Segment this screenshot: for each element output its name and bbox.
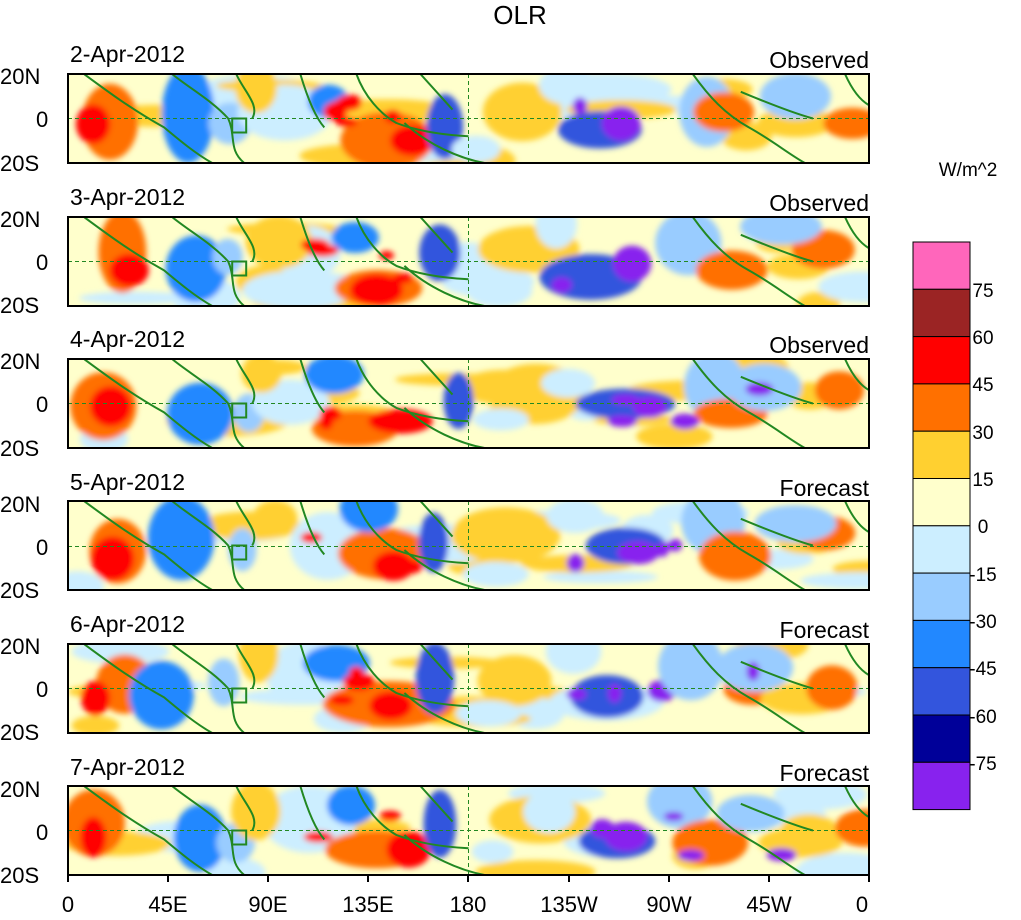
lat-label-eq: 0 xyxy=(36,535,48,560)
lon-label: 0 xyxy=(62,892,74,917)
colorbar-swatch xyxy=(912,478,971,527)
lon-label: 45E xyxy=(148,892,187,917)
colorbar-swatch xyxy=(912,572,971,621)
map-panel-5: 6-Apr-2012 Forecast 20N 0 20S xyxy=(0,611,870,745)
lon-label: 90E xyxy=(248,892,287,917)
panel-frame xyxy=(67,358,870,449)
lat-label-20s: 20S xyxy=(0,863,39,888)
lat-label-eq: 0 xyxy=(36,392,48,417)
colorbar-tick-label: 30 xyxy=(972,423,993,444)
lat-label-20s: 20S xyxy=(0,436,39,461)
olr-field xyxy=(68,501,869,590)
panel-frame xyxy=(67,643,870,734)
lat-label-20n: 20N xyxy=(0,634,40,659)
panel-kind-label: Observed xyxy=(769,190,869,216)
colorbar-swatch xyxy=(912,619,971,669)
panel-date-label: 5-Apr-2012 xyxy=(70,469,185,495)
panel-date-label: 2-Apr-2012 xyxy=(70,41,185,67)
lat-label-20n: 20N xyxy=(0,492,40,517)
lon-label: 0 xyxy=(856,892,868,917)
map-panel-1: 2-Apr-2012 Observed 20N 0 20S xyxy=(0,41,870,176)
lon-label: 135E xyxy=(342,892,393,917)
lon-label: 90W xyxy=(646,892,691,917)
lat-label-20s: 20S xyxy=(0,293,39,318)
panel-date-label: 7-Apr-2012 xyxy=(70,754,185,780)
lat-label-20s: 20S xyxy=(0,151,39,176)
colorbar-tick-label: -60 xyxy=(969,707,996,728)
lat-label-eq: 0 xyxy=(36,820,48,845)
colorbar-swatch xyxy=(912,430,971,480)
lat-label-20n: 20N xyxy=(0,349,40,374)
colorbar-tick-label: -15 xyxy=(969,565,996,586)
lat-label-20n: 20N xyxy=(0,207,40,232)
colorbar: W/m^2 75 60 45 30 15 0 -15 -30 -45 -60 -… xyxy=(912,160,998,811)
colorbar-unit-label: W/m^2 xyxy=(939,160,998,181)
lat-label-eq: 0 xyxy=(36,250,48,275)
panel-date-label: 6-Apr-2012 xyxy=(70,611,185,637)
map-panel-2: 3-Apr-2012 Observed 20N 0 20S xyxy=(0,184,870,318)
colorbar-swatch xyxy=(912,667,971,716)
colorbar-swatch xyxy=(912,288,971,338)
lat-label-20n: 20N xyxy=(0,777,40,802)
lon-label: 180 xyxy=(450,892,487,917)
colorbar-tick-label: -30 xyxy=(969,612,996,633)
longitude-axis: 0 45E 90E 135E 180 135W 90W 45W 0 xyxy=(62,875,870,917)
colorbar-swatch xyxy=(912,761,971,811)
colorbar-tick-label: 60 xyxy=(972,328,993,349)
map-panel-6: 7-Apr-2012 Forecast 20N 0 20S xyxy=(0,754,870,888)
colorbar-swatch xyxy=(912,336,971,385)
lon-label: 135W xyxy=(540,892,598,917)
figure-title: OLR xyxy=(493,0,546,30)
panel-frame xyxy=(67,216,870,307)
colorbar-tick-label: 0 xyxy=(978,517,989,538)
panel-kind-label: Observed xyxy=(769,47,869,73)
lat-label-20n: 20N xyxy=(0,64,40,89)
panel-kind-label: Forecast xyxy=(780,475,870,501)
panel-date-label: 3-Apr-2012 xyxy=(70,184,185,210)
lat-label-20s: 20S xyxy=(0,720,39,745)
colorbar-swatch xyxy=(912,525,971,574)
map-panel-3: 4-Apr-2012 Observed 20N 0 20S xyxy=(0,326,870,461)
lat-label-eq: 0 xyxy=(36,107,48,132)
panel-frame xyxy=(67,500,870,591)
lat-label-eq: 0 xyxy=(36,677,48,702)
panel-frame xyxy=(67,73,870,164)
colorbar-tick-label: 75 xyxy=(972,281,993,302)
colorbar-swatch xyxy=(912,241,971,290)
lat-label-20s: 20S xyxy=(0,578,39,603)
colorbar-tick-label: -75 xyxy=(969,754,996,775)
colorbar-swatch xyxy=(912,383,971,432)
panel-date-label: 4-Apr-2012 xyxy=(70,326,185,352)
colorbar-tick-label: 45 xyxy=(972,375,993,396)
panel-kind-label: Forecast xyxy=(780,760,870,786)
panel-kind-label: Forecast xyxy=(780,617,870,643)
colorbar-tick-label: 15 xyxy=(972,470,993,491)
lon-label: 45W xyxy=(746,892,791,917)
map-panel-4: 5-Apr-2012 Forecast 20N 0 20S xyxy=(0,469,870,603)
olr-field xyxy=(68,74,869,163)
colorbar-swatch xyxy=(912,714,971,763)
colorbar-tick-label: -45 xyxy=(969,659,996,680)
panel-kind-label: Observed xyxy=(769,332,869,358)
olr-field xyxy=(68,786,869,875)
